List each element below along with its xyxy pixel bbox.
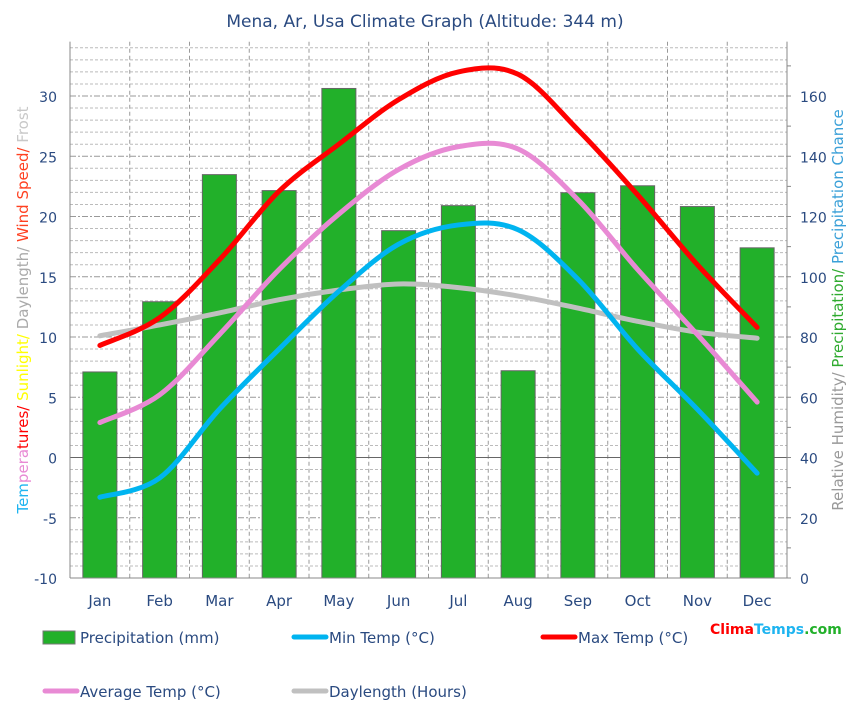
month-label: Feb: [146, 592, 173, 610]
month-label: Jun: [386, 592, 410, 610]
grid: [69, 41, 788, 579]
precip-bar-mar: [201, 174, 237, 579]
chart-title: Mena, Ar, Usa Climate Graph (Altitude: 3…: [226, 12, 623, 32]
month-label: Jul: [448, 592, 467, 610]
left-axis-title: Temperatures/ Sunlight/ Daylength/ Wind …: [14, 106, 32, 514]
month-label: Mar: [205, 592, 234, 610]
precip-bar-jun: [381, 230, 417, 579]
precip-bar-feb: [142, 301, 178, 579]
precip-bar-apr: [261, 190, 297, 579]
right-tick-label: 160: [800, 90, 827, 106]
precip-bar-sep: [560, 192, 596, 579]
left-tick-label: 5: [48, 391, 57, 407]
right-tick-label: 80: [800, 331, 818, 347]
month-label: Dec: [743, 592, 772, 610]
axis-title-part: Tem: [14, 483, 32, 514]
month-label: Sep: [564, 592, 592, 610]
month-label: Aug: [503, 592, 532, 610]
left-tick-label: 10: [39, 331, 57, 347]
right-tick-label: 0: [800, 572, 809, 588]
month-label: Jan: [87, 592, 111, 610]
left-tick-label: 25: [39, 150, 57, 166]
right-tick-label: 40: [800, 452, 818, 468]
axis-title-part: Frost: [14, 106, 32, 147]
legend-label: Max Temp (°C): [578, 629, 688, 647]
max-temp-c-line: [97, 65, 760, 348]
legend-label: Min Temp (°C): [329, 629, 435, 647]
axis-title-part: Precipitation/: [829, 268, 847, 373]
left-tick-label: -5: [43, 512, 57, 528]
axis-title-part: Daylength/: [14, 246, 32, 334]
legend-label: Precipitation (mm): [80, 629, 219, 647]
right-tick-label: 20: [800, 512, 818, 528]
axes: -10 -5 0 5 10 15 20 25 30 0 20 40 60 80 100 120 140 160 Ja…: [14, 41, 847, 610]
month-label: Nov: [683, 592, 712, 610]
legend: Precipitation (mm) Min Temp (°C) Max Temp …: [42, 622, 842, 701]
precip-bars: [82, 87, 775, 579]
month-label: Oct: [625, 592, 651, 610]
left-tick-label: -10: [34, 572, 57, 588]
left-tick-label: 30: [39, 90, 57, 106]
month-label: May: [323, 592, 354, 610]
climatemps-logo: ClimaTemps.com: [710, 622, 842, 638]
logo-part: .com: [804, 622, 842, 638]
logo-part: Temps: [754, 622, 804, 638]
right-axis-title: Relative Humidity/ Precipitation/ Precip…: [829, 109, 847, 510]
precip-bar-aug: [500, 370, 536, 579]
precip-bar-dec: [739, 247, 775, 579]
precip-bar-may: [321, 87, 357, 579]
precip-bar-nov: [679, 206, 715, 579]
axis-title-part: Relative Humidity/: [829, 371, 847, 510]
legend-swatch-precipitation: [42, 630, 76, 645]
right-tick-label: 60: [800, 391, 818, 407]
axis-title-part: Precipitation Chance: [829, 109, 847, 268]
daylength-hours-line: [97, 281, 760, 341]
left-tick-label: 15: [39, 271, 57, 287]
lines: [97, 65, 760, 500]
precip-bar-jan: [82, 371, 118, 579]
axis-title-part: Sunlight/: [14, 333, 32, 406]
right-tick-label: 100: [800, 271, 827, 287]
precip-bar-oct: [620, 185, 656, 579]
right-tick-label: 140: [800, 150, 827, 166]
right-tick-label: 120: [800, 211, 827, 227]
axis-title-part: Wind Speed/: [14, 147, 32, 247]
axis-title-part: pera: [14, 449, 32, 483]
average-temp-c-line: [97, 140, 760, 426]
logo-part: Clima: [710, 622, 754, 638]
min-temp-c-line: [97, 220, 760, 500]
axis-title-part: tures/: [14, 405, 32, 449]
legend-label: Average Temp (°C): [80, 683, 221, 701]
legend-label: Daylength (Hours): [329, 683, 467, 701]
left-tick-label: 20: [39, 211, 57, 227]
month-label: Apr: [266, 592, 293, 610]
precip-bar-jul: [440, 205, 476, 579]
left-tick-label: 0: [48, 452, 57, 468]
